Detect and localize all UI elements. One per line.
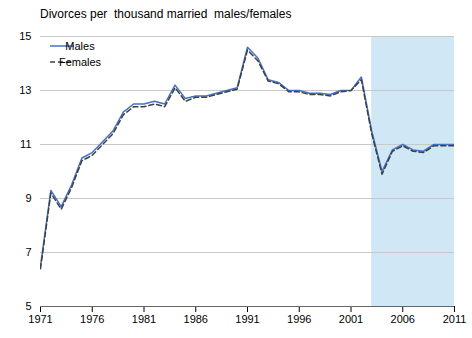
- svg-text:15: 15: [19, 30, 31, 42]
- svg-text:2011: 2011: [443, 313, 467, 325]
- html-text:Divorces per thousand married: Divorces per thousand married males/fema…: [40, 7, 292, 21]
- svg-text:11: 11: [20, 138, 31, 150]
- svg-text:2006: 2006: [391, 313, 415, 325]
- svg-text:1986: 1986: [184, 313, 208, 325]
- svg-text:2001: 2001: [339, 313, 363, 325]
- svg-text:5: 5: [25, 300, 31, 312]
- svg-text:1976: 1976: [80, 313, 104, 325]
- svg-text:13: 13: [19, 84, 31, 96]
- svg-text:1996: 1996: [287, 313, 311, 325]
- svg-text:7: 7: [25, 246, 31, 258]
- svg-text:1971: 1971: [28, 313, 52, 325]
- svg-text:9: 9: [25, 192, 31, 204]
- svg-text:Females: Females: [59, 56, 102, 68]
- svg-text:Males: Males: [65, 40, 95, 52]
- svg-text:1991: 1991: [235, 313, 259, 325]
- svg-text:1981: 1981: [132, 313, 156, 325]
